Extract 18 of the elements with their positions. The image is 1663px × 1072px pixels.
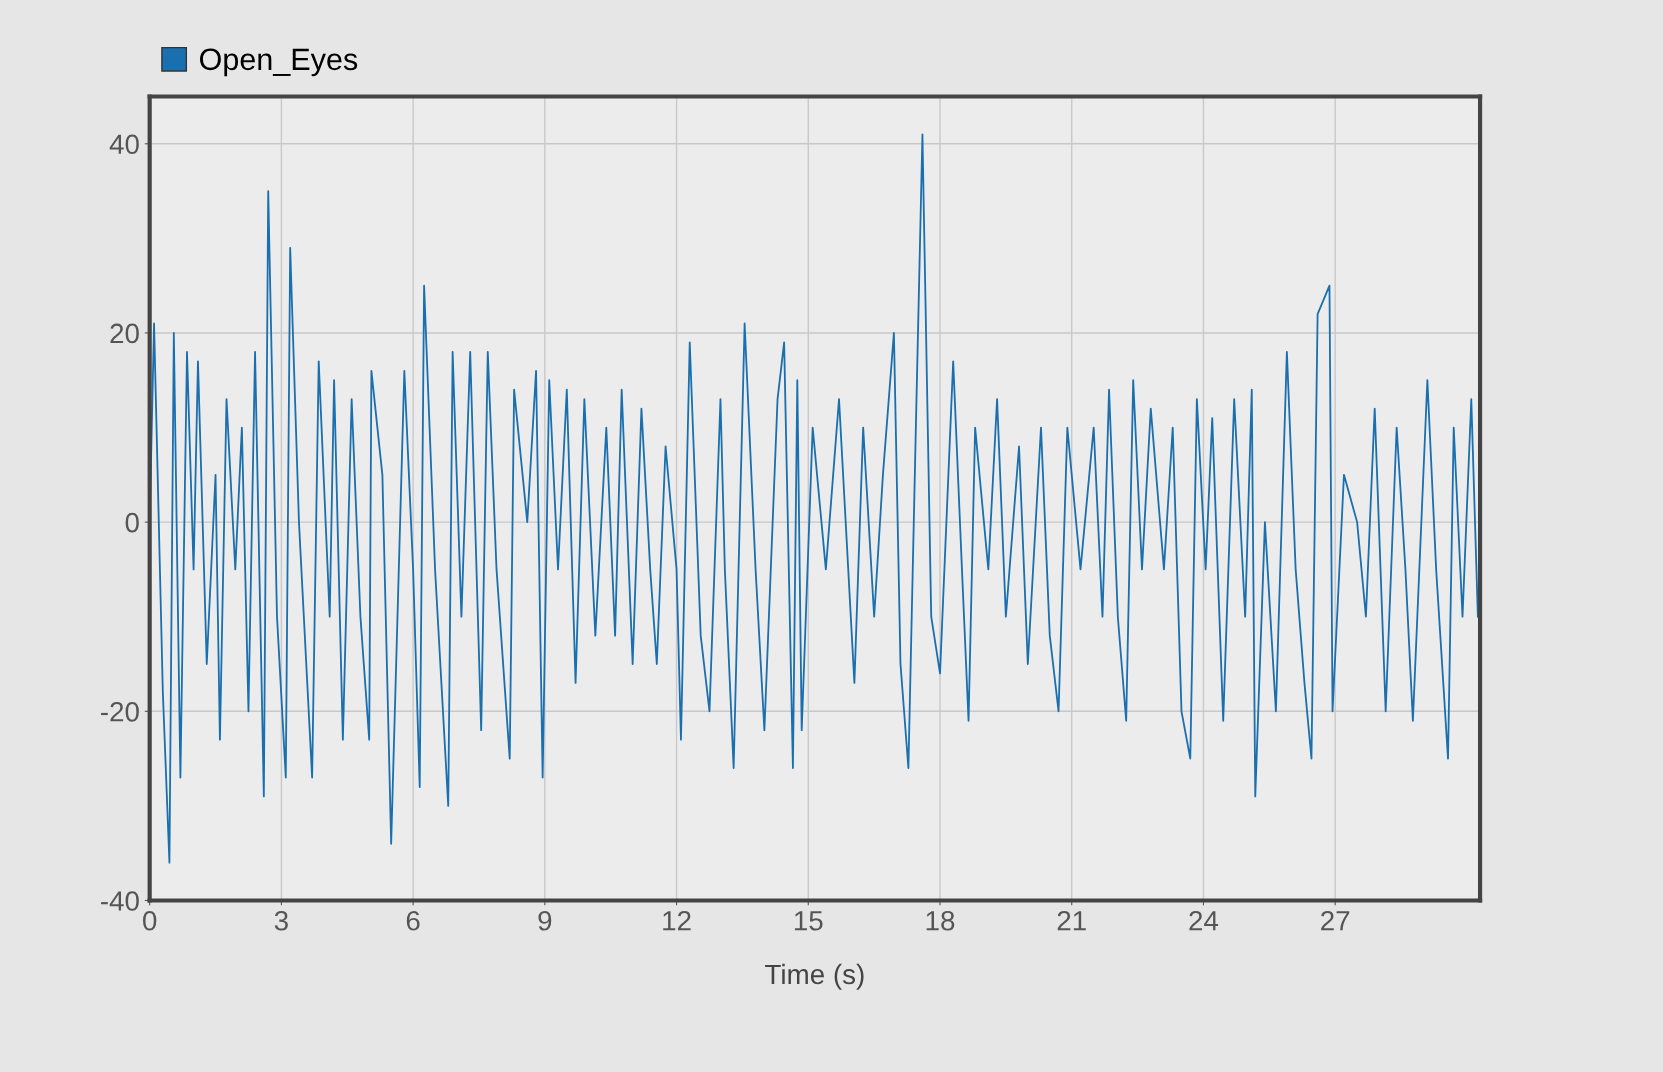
x-tick-label: 9 <box>538 910 552 931</box>
x-tick-label: 24 <box>1189 910 1219 931</box>
x-tick-label: 15 <box>794 911 823 931</box>
y-tick-label: 0 <box>125 512 139 533</box>
x-tick-label: 3 <box>274 910 288 931</box>
x-tick-label: 0 <box>143 910 157 931</box>
x-tick-label: 6 <box>406 910 420 931</box>
y-tick-label: 20 <box>110 323 139 344</box>
x-tick-label: 12 <box>663 910 691 931</box>
y-tick-label: 40 <box>109 134 139 155</box>
y-tick-label: -40 <box>101 891 139 911</box>
x-tick-label: 18 <box>926 910 955 931</box>
x-tick-label: 27 <box>1321 910 1350 931</box>
legend-label: Open_Eyes <box>200 48 358 77</box>
y-tick-label: -20 <box>101 701 139 722</box>
x-tick-label: 21 <box>1057 910 1086 931</box>
line-series <box>149 133 1479 864</box>
x-axis-title: Time (s) <box>765 963 864 990</box>
